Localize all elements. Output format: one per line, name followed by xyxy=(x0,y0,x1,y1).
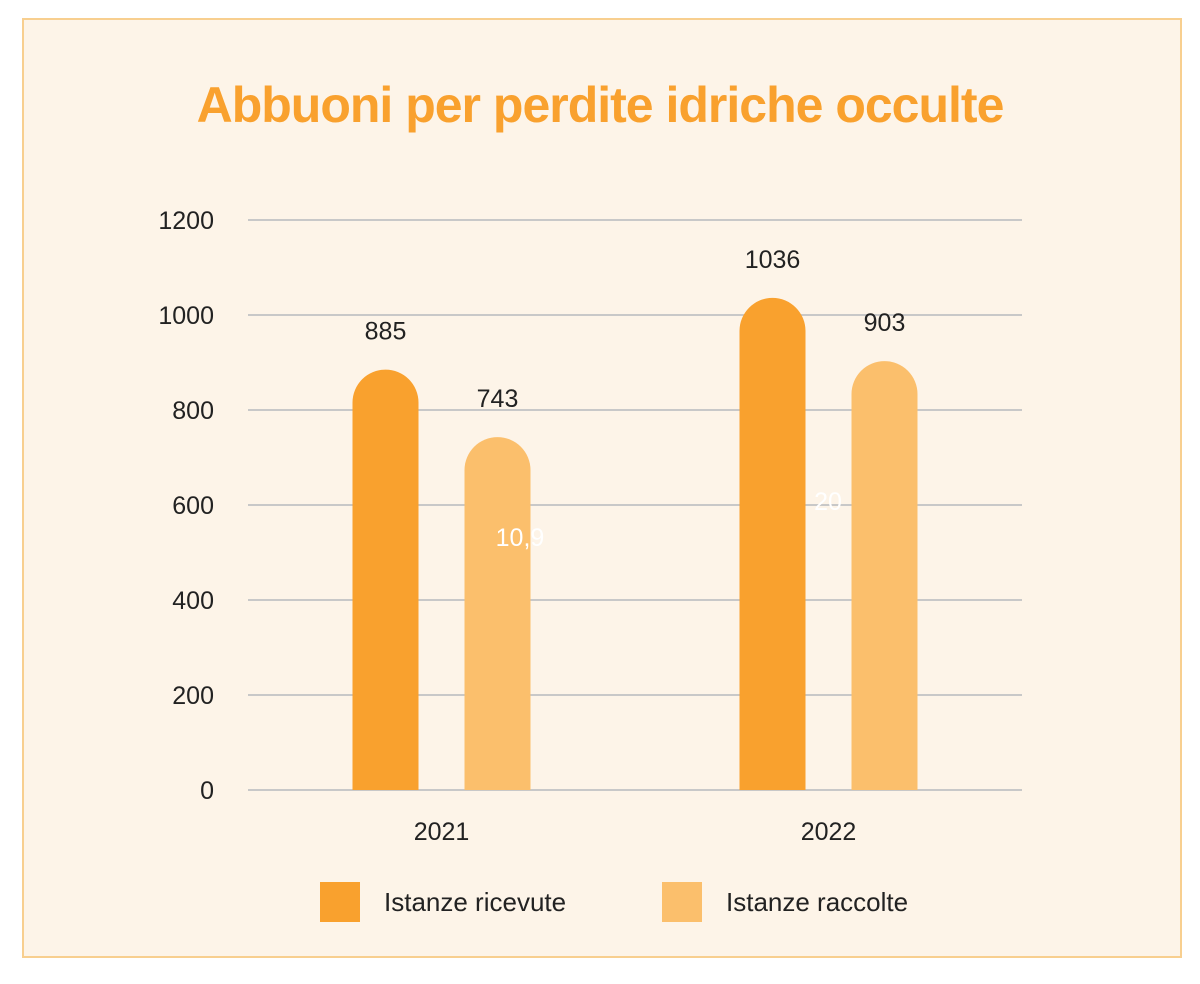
y-axis-ticks: 0 200 400 600 800 1000 1200 xyxy=(158,207,214,805)
chart-title: Abbuoni per perdite idriche occulte xyxy=(196,77,1005,133)
x-category-label-2021: 2021 xyxy=(414,818,470,846)
bar-2022-ricevute xyxy=(739,297,806,790)
bar-2021-ricevute xyxy=(352,369,419,790)
y-tick-label-1200: 1200 xyxy=(158,207,214,235)
bar-2022-raccolte xyxy=(851,361,918,790)
y-tick-label-800: 800 xyxy=(172,397,214,425)
data-label-2022-raccolte: 903 xyxy=(864,309,906,337)
x-category-label-2022: 2022 xyxy=(801,818,857,846)
faint-annotation-1: 20 xyxy=(814,488,842,516)
y-tick-label-0: 0 xyxy=(200,777,214,805)
x-axis-categories: 2021 2022 xyxy=(414,818,857,846)
y-tick-label-600: 600 xyxy=(172,492,214,520)
y-tick-label-400: 400 xyxy=(172,587,214,615)
data-labels-layer: 885 743 1036 903 xyxy=(365,246,906,413)
data-label-2022-ricevute: 1036 xyxy=(745,246,801,274)
legend: Istanze ricevute Istanze raccolte xyxy=(0,880,1200,924)
bars-layer xyxy=(352,297,918,790)
legend-swatch-istanze-ricevute xyxy=(320,882,360,922)
data-label-2021-ricevute: 885 xyxy=(365,318,407,346)
legend-item-istanze-ricevute: Istanze ricevute xyxy=(320,880,566,924)
data-label-2021-raccolte: 743 xyxy=(477,385,519,413)
legend-swatch-istanze-raccolte xyxy=(662,882,702,922)
legend-label-istanze-raccolte: Istanze raccolte xyxy=(726,886,909,917)
chart-frame xyxy=(22,18,1182,958)
faint-annotation-0: 10,9 xyxy=(496,524,545,552)
y-tick-label-200: 200 xyxy=(172,682,214,710)
legend-label-istanze-ricevute: Istanze ricevute xyxy=(384,886,567,917)
faint-annotations-layer: 10,9 20 xyxy=(496,488,842,552)
y-tick-label-1000: 1000 xyxy=(158,302,214,330)
bar-2021-raccolte xyxy=(464,437,531,790)
legend-item-istanze-raccolte: Istanze raccolte xyxy=(662,880,908,924)
